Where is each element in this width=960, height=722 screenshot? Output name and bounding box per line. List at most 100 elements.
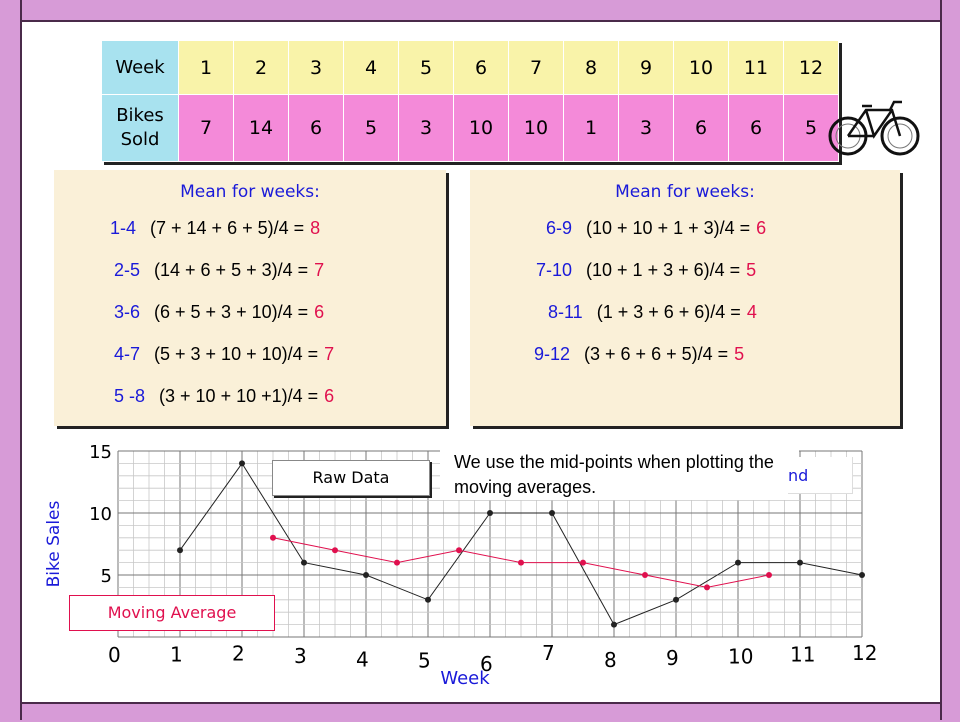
raw-data-point: [673, 596, 679, 603]
bicycle-icon: [828, 100, 920, 156]
mean-result: 5: [746, 260, 757, 280]
week-cell: 9: [618, 40, 674, 95]
mean-result: 6: [324, 386, 335, 406]
week-range: 7-10: [536, 260, 573, 280]
x-tick-label: 5: [418, 649, 431, 673]
moving-average-point: [394, 559, 400, 566]
mean-row: 6-9 (10 + 10 + 1 + 3)/4 = 6: [546, 218, 766, 239]
moving-average-point: [704, 584, 710, 591]
x-tick-label: 1: [170, 643, 183, 667]
y-axis-label: Bike Sales: [44, 500, 64, 587]
frame-top: [0, 0, 960, 22]
sales-cell: 5: [343, 94, 399, 162]
week-range: 4-7: [114, 344, 141, 364]
mean-expression: (5 + 3 + 10 + 10)/4 =: [154, 344, 319, 364]
mean-expression: (7 + 14 + 6 + 5)/4 =: [150, 218, 305, 238]
sales-cell: 10: [508, 94, 564, 162]
moving-average-point: [456, 547, 462, 554]
week-cell: 2: [233, 40, 289, 95]
sales-cell: 3: [398, 94, 454, 162]
raw-data-point: [487, 510, 493, 516]
raw-data-line: [179, 462, 863, 626]
sales-cell: 3: [618, 94, 674, 162]
y-tick-label: 15: [89, 442, 112, 463]
week-range: 5 -8: [114, 386, 146, 406]
mean-expression: (14 + 6 + 5 + 3)/4 =: [154, 260, 309, 280]
x-tick-label: 6: [480, 652, 493, 676]
week-cell: 11: [728, 40, 784, 95]
raw-data-point: [301, 559, 307, 566]
frame-right: [940, 0, 960, 720]
mean-row: 9-12 (3 + 6 + 6 + 5)/4 = 5: [534, 344, 744, 365]
raw-data-point: [611, 621, 617, 628]
moving-average-label: Moving Average: [69, 595, 275, 631]
mean-result: 4: [746, 302, 757, 322]
y-tick-label: 10: [89, 504, 112, 525]
bikes-label: Bikes: [116, 105, 164, 126]
week-cell: 10: [673, 40, 729, 95]
week-cell: 6: [453, 40, 509, 95]
mean-expression: (10 + 10 + 1 + 3)/4 =: [586, 218, 751, 238]
raw-data-point: [177, 547, 183, 554]
mean-row: 3-6 (6 + 5 + 3 + 10)/4 = 6: [114, 302, 324, 323]
x-axis-label: Week: [440, 668, 490, 689]
midpoint-note: We use the mid-points when plotting the …: [440, 450, 799, 500]
x-tick-label: 3: [294, 644, 307, 668]
week-range: 9-12: [534, 344, 571, 364]
mean-result: 7: [314, 260, 325, 280]
x-tick-label: 2: [232, 641, 245, 665]
week-range: 1-4: [110, 218, 137, 238]
partial-trend-label: nd: [788, 457, 853, 494]
sales-cell: 1: [563, 94, 619, 162]
sales-cell: 6: [288, 94, 344, 162]
y-tick-label: 5: [101, 566, 112, 587]
mean-result: 6: [756, 218, 767, 238]
raw-data-point: [859, 572, 865, 578]
moving-average-point: [332, 547, 338, 554]
moving-average-point: [580, 559, 586, 566]
week-range: 2-5: [114, 260, 141, 280]
sales-cell: 5: [783, 94, 839, 162]
moving-average-point: [518, 559, 524, 566]
raw-data-point: [363, 572, 369, 578]
moving-average-point: [766, 572, 772, 578]
week-range: 3-6: [114, 302, 141, 322]
mean-expression: (3 + 6 + 6 + 5)/4 =: [584, 344, 729, 364]
week-cell: 5: [398, 40, 454, 95]
week-cell: 1: [178, 40, 234, 95]
week-range: 6-9: [546, 218, 573, 238]
week-header: Week: [101, 40, 179, 95]
mean-result: 5: [734, 344, 745, 364]
moving-average-point: [270, 534, 276, 541]
x-tick-label: 4: [356, 647, 369, 671]
sold-label: Sold: [120, 129, 160, 150]
means-left-panel: Mean for weeks: 1-4 (7 + 14 + 6 + 5)/4 = 8…: [54, 170, 446, 426]
mean-row: 5 -8 (3 + 10 + 10 +1)/4 = 6: [114, 386, 334, 407]
moving-average-point: [642, 572, 648, 578]
raw-data-point: [239, 460, 245, 467]
sales-row: Bikes Sold 7 14 6 5 3 10 10 1 3 6 6 5: [101, 94, 839, 162]
raw-data-point: [425, 596, 431, 603]
sales-cell: 10: [453, 94, 509, 162]
x-tick-label: 9: [666, 646, 679, 670]
x-tick-label: 10: [728, 644, 753, 668]
x-tick-label: 7: [542, 641, 555, 665]
raw-data-point: [797, 559, 803, 566]
raw-data-label: Raw Data: [272, 460, 430, 496]
bikes-sold-header: Bikes Sold: [101, 94, 179, 162]
week-row: Week 1 2 3 4 5 6 7 8 9 10 11 12: [101, 40, 839, 95]
frame-bottom: [0, 702, 960, 722]
x-tick-label: 11: [790, 643, 815, 667]
mean-row: 7-10 (10 + 1 + 3 + 6)/4 = 5: [536, 260, 756, 281]
means-right-title: Mean for weeks:: [615, 182, 755, 202]
sales-cell: 6: [673, 94, 729, 162]
mean-result: 6: [314, 302, 325, 322]
raw-data-point: [735, 559, 741, 566]
mean-result: 7: [324, 344, 335, 364]
mean-expression: (3 + 10 + 10 +1)/4 =: [159, 386, 319, 406]
raw-data-point: [549, 510, 555, 516]
week-cell: 4: [343, 40, 399, 95]
mean-expression: (1 + 3 + 6 + 6)/4 =: [596, 302, 741, 322]
mean-row: 8-11 (1 + 3 + 6 + 6)/4 = 4: [548, 302, 757, 323]
week-range: 8-11: [548, 302, 583, 322]
